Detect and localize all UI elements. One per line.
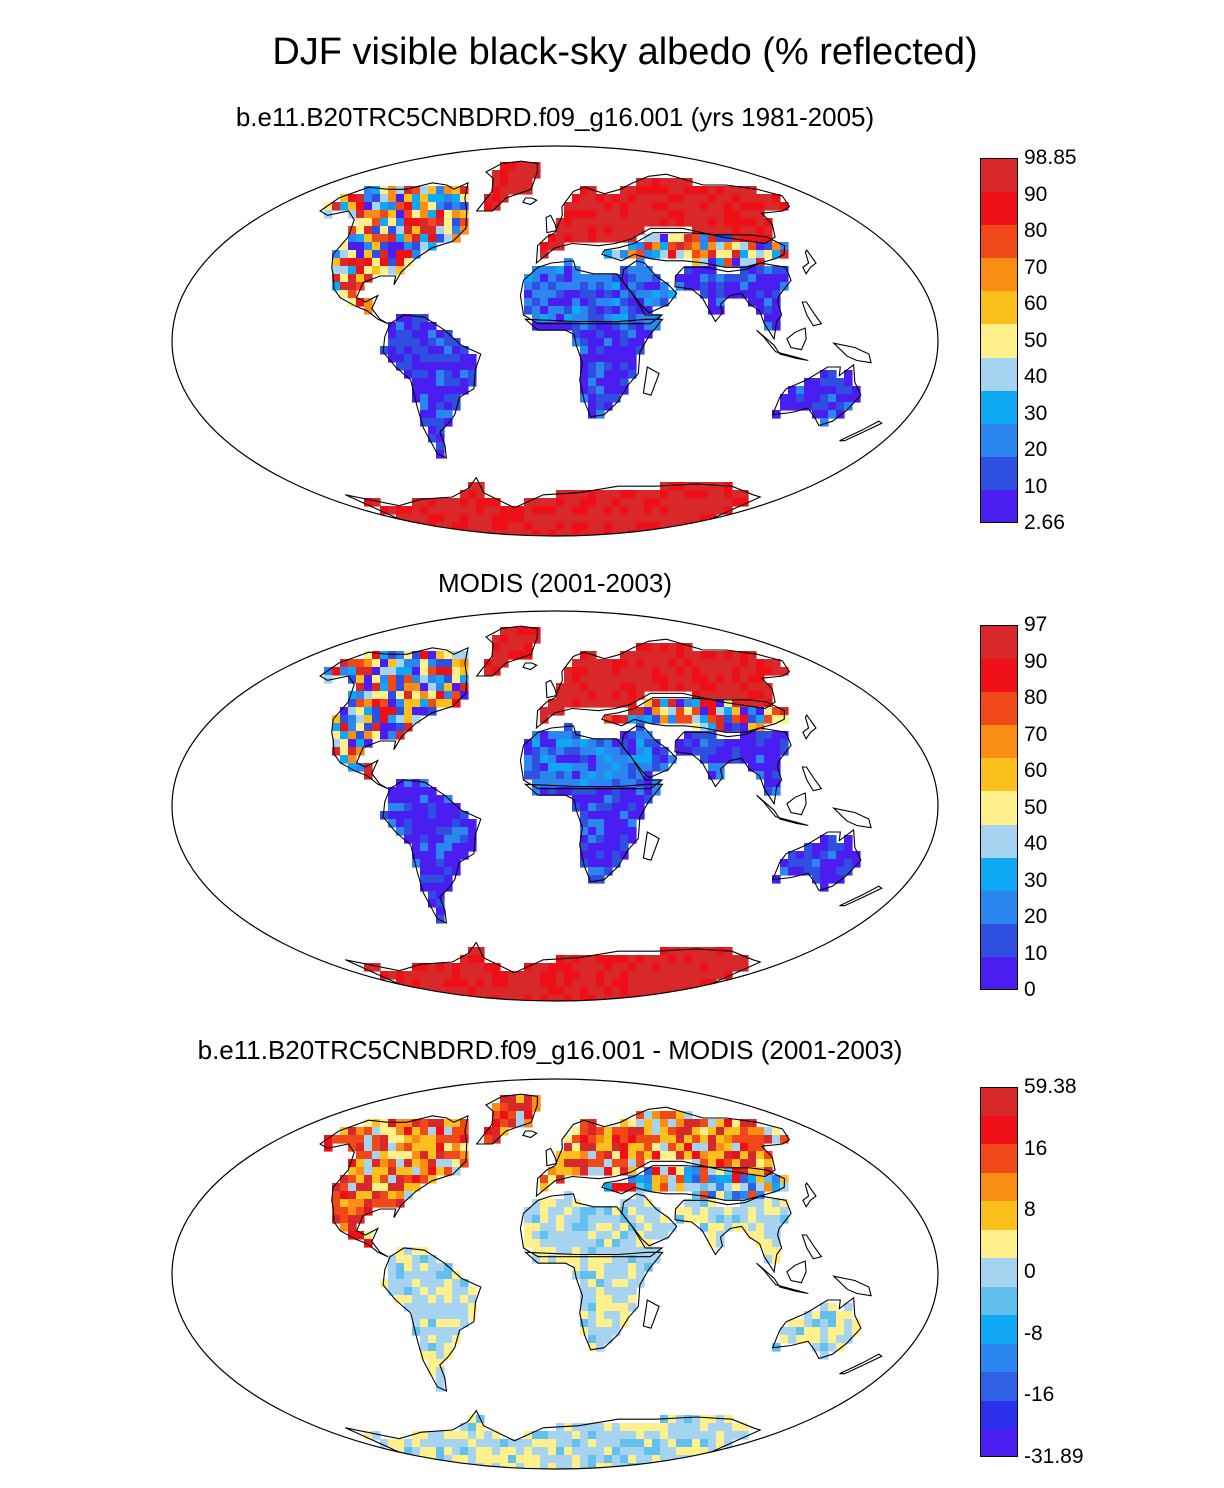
colorbar-swatch (980, 1286, 1018, 1316)
colorbar-swatch (980, 1314, 1018, 1344)
colorbar-tick-label: 2.66 (1024, 511, 1065, 534)
colorbar-tick-label: 10 (1024, 474, 1048, 498)
colorbar-tick-label: 30 (1024, 401, 1048, 425)
map-diff (171, 1078, 939, 1470)
colorbar-frame (980, 1087, 1018, 1457)
colorbar-swatch (980, 658, 1018, 692)
colorbar-swatch (980, 390, 1018, 424)
colorbar-swatch (980, 423, 1018, 458)
colorbar-swatch (980, 724, 1018, 759)
coastlines (319, 160, 883, 536)
colorbar-swatch (980, 1200, 1018, 1230)
colorbar-swatch (980, 1229, 1018, 1259)
colorbar-swatch (980, 191, 1018, 225)
map-border (171, 610, 939, 1002)
colorbar-swatch (980, 1087, 1018, 1116)
colorbar-modis: 0 10 20 30 40 50 60 70 80 90 97 (980, 613, 1080, 1001)
colorbar-swatch (980, 456, 1018, 491)
map-border (171, 1078, 939, 1470)
colorbar-tick-label: 16 (1024, 1136, 1048, 1160)
colorbar-swatch (980, 257, 1018, 292)
colorbar-swatch (980, 1172, 1018, 1202)
colorbar-tick-label: 30 (1024, 868, 1048, 892)
colorbar-swatch (980, 1115, 1018, 1145)
colorbar-tick-label: -8 (1024, 1321, 1043, 1345)
colorbar-frame (980, 625, 1018, 990)
colorbar-tick-label: 50 (1024, 328, 1048, 352)
land-cells (324, 1095, 861, 1469)
colorbar-tick-label: 8 (1024, 1198, 1036, 1222)
colorbar-swatch (980, 857, 1018, 891)
colorbar-tick-label: 70 (1024, 722, 1048, 746)
colorbar-tick-label: 90 (1024, 649, 1048, 673)
colorbar-swatch (980, 790, 1018, 825)
coastlines (319, 1093, 883, 1469)
colorbar-tick-label: 80 (1024, 219, 1048, 242)
colorbar-swatch (980, 489, 1018, 524)
colorbar-tick-label: -31.89 (1024, 1445, 1084, 1468)
colorbar-swatch (980, 1371, 1018, 1401)
colorbar-swatch (980, 1143, 1018, 1173)
colorbar-tick-label: 80 (1024, 686, 1048, 709)
map-model (171, 145, 939, 537)
colorbar-tick-label: 20 (1024, 905, 1048, 928)
colorbar-tick-label: 10 (1024, 941, 1048, 965)
colorbar-swatch (980, 290, 1018, 325)
panel-title-diff: b.e11.B20TRC5CNBDRD.f09_g16.001 - MODIS … (197, 1035, 903, 1065)
colorbar-model: 2.66 10 20 30 40 50 60 70 80 90 98.85 (980, 146, 1080, 534)
colorbar-tick-label: 59.38 (1024, 1075, 1077, 1098)
colorbar-swatch (980, 357, 1018, 391)
colorbar-tick-label: 60 (1024, 759, 1048, 782)
colorbar-tick-label: 40 (1024, 832, 1048, 855)
colorbar-tick-label: 97 (1024, 613, 1048, 636)
main-title: DJF visible black-sky albedo (% reflecte… (272, 31, 978, 73)
panel-title-modis: MODIS (2001-2003) (437, 568, 673, 598)
colorbar-swatch (980, 1343, 1018, 1373)
colorbar-swatch (980, 323, 1018, 358)
map-border (171, 145, 939, 537)
colorbar-tick-label: 60 (1024, 292, 1048, 315)
colorbar-swatch (980, 824, 1018, 858)
map-modis (171, 610, 939, 1002)
land-cells (324, 627, 861, 1001)
colorbar-tick-label: 20 (1024, 438, 1048, 461)
colorbar-tick-label: 98.85 (1024, 146, 1077, 169)
land-cells (324, 162, 861, 536)
colorbar-swatch (980, 1400, 1018, 1430)
colorbar-tick-label: 40 (1024, 365, 1048, 388)
panel-title-model: b.e11.B20TRC5CNBDRD.f09_g16.001 (yrs 198… (235, 102, 875, 132)
colorbar-swatch (980, 158, 1018, 192)
colorbar-swatch (980, 923, 1018, 958)
colorbar-swatch (980, 890, 1018, 925)
colorbar-tick-label: 0 (1024, 978, 1036, 1001)
colorbar-tick-label: 90 (1024, 182, 1048, 206)
colorbar-diff: -31.89 -16 -8 0 8 16 59.38 (980, 1075, 1084, 1468)
coastlines (319, 625, 883, 1001)
colorbar-frame (980, 158, 1018, 523)
colorbar-swatch (980, 625, 1018, 659)
colorbar-tick-label: -16 (1024, 1383, 1055, 1407)
colorbar-swatch (980, 224, 1018, 259)
colorbar-swatch (980, 757, 1018, 792)
colorbar-tick-label: 0 (1024, 1260, 1036, 1283)
colorbar-tick-label: 70 (1024, 255, 1048, 279)
colorbar-swatch (980, 1428, 1018, 1458)
colorbar-tick-label: 50 (1024, 795, 1048, 819)
colorbar-swatch (980, 956, 1018, 991)
colorbar-swatch (980, 1257, 1018, 1287)
colorbar-swatch (980, 691, 1018, 726)
